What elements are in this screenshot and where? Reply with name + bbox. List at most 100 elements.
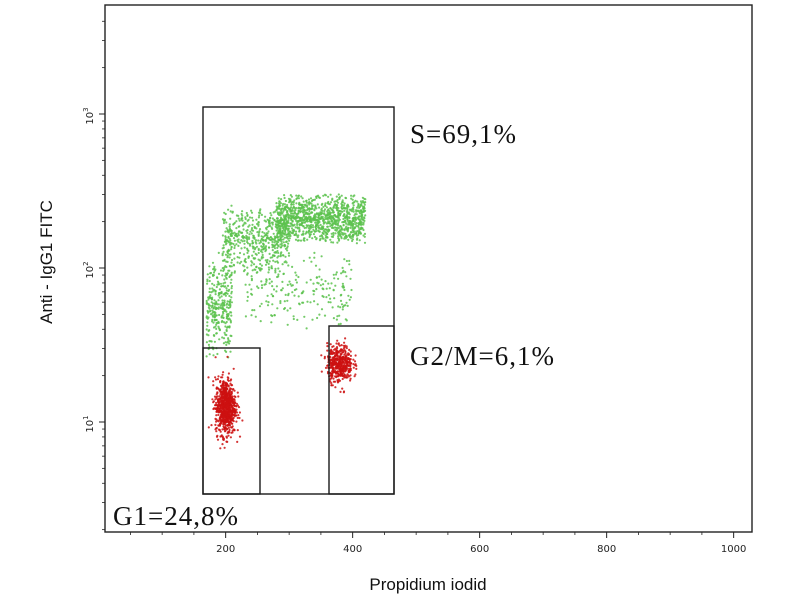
point-g1 [227,405,230,408]
point-s [292,317,295,321]
point-g1 [231,412,234,415]
point-s [208,287,211,290]
point-g1 [222,371,225,374]
point-s [332,231,335,235]
point-s [329,301,332,304]
point-s [342,221,345,224]
point-s [237,232,240,235]
point-s [228,342,231,345]
point-g1 [220,386,223,389]
point-s [317,194,320,197]
point-s [212,326,216,329]
point-s [260,264,263,267]
point-s [281,263,284,266]
point-g1 [218,417,222,420]
point-s [314,218,317,221]
point-s [307,198,311,201]
point-s [233,257,236,260]
point-s [287,237,290,240]
point-s [298,201,301,204]
point-g1 [222,404,225,407]
point-s [279,209,283,212]
point-s [264,245,268,248]
point-g2m [346,360,349,363]
point-s [314,205,317,208]
point-s [251,239,254,243]
point-s [306,300,309,303]
point-s [244,257,247,261]
point-s [358,218,361,221]
point-g1 [219,447,222,450]
point-s [245,229,248,232]
point-s [342,204,345,207]
point-s [355,234,358,237]
point-s [332,233,335,237]
point-s [298,217,302,220]
point-s [340,194,343,197]
point-g1 [237,414,240,417]
point-s [347,211,350,214]
point-g1 [235,402,238,405]
point-s [255,265,258,268]
point-s [295,194,298,197]
point-s [213,340,216,343]
point-s [231,211,234,214]
point-s [238,219,241,222]
point-s [361,213,364,216]
point-g2m [337,363,340,366]
point-g2m [340,358,343,361]
point-g1 [230,384,234,387]
point-g2m [336,358,339,361]
point-s [260,267,263,271]
point-g1 [223,428,226,431]
point-s [289,225,292,228]
point-s [321,237,324,240]
point-s [343,216,346,219]
point-s [287,216,290,219]
point-s [287,214,290,217]
point-s [345,225,348,228]
point-s [254,252,257,255]
point-s [302,259,305,262]
point-g1 [227,398,230,401]
point-s [227,236,230,239]
point-s [268,219,271,222]
point-g1 [230,396,233,399]
point-s [211,274,215,277]
point-s [347,294,350,297]
point-s [353,230,356,233]
point-g2m [336,354,339,357]
point-s [230,274,233,277]
point-s [215,327,218,330]
point-s [250,275,253,278]
point-s [351,198,354,201]
point-g1 [233,403,236,407]
point-s [250,209,253,212]
point-s [251,216,254,219]
point-g2m [329,361,332,365]
point-s [220,295,223,298]
point-s [222,244,225,247]
point-s [337,238,341,241]
point-s [346,219,349,222]
point-g2m [342,356,345,359]
point-s [283,194,286,197]
point-g2m [329,343,332,346]
point-g1 [223,415,226,418]
point-g1 [215,410,218,413]
point-s [290,218,293,222]
point-s [311,224,315,227]
point-s [330,220,334,223]
point-s [349,236,352,239]
point-s [250,292,253,295]
point-s [258,214,261,217]
point-s [238,262,241,265]
point-s [243,242,246,245]
point-g2m [349,377,352,380]
point-s [229,306,232,309]
x-axis-label: Propidium iodid [369,575,486,594]
point-s [311,205,314,208]
point-s [229,281,232,284]
point-s [351,202,354,205]
point-g1 [221,373,224,376]
